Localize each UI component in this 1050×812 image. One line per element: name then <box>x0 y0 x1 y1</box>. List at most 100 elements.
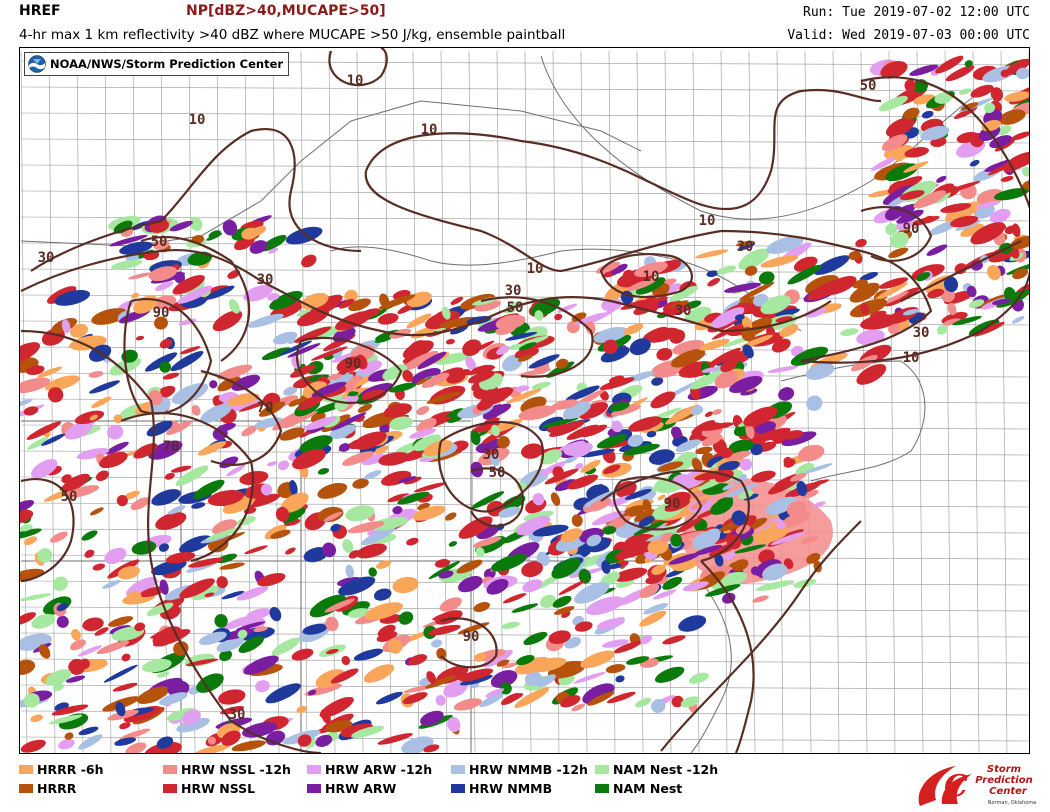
reflectivity-cell <box>445 338 455 345</box>
reflectivity-cell <box>550 492 561 506</box>
reflectivity-cell <box>902 308 920 316</box>
reflectivity-cell <box>222 494 256 514</box>
reflectivity-cell <box>311 381 347 397</box>
reflectivity-cell <box>301 254 317 268</box>
reflectivity-cell <box>23 536 38 545</box>
reflectivity-cell <box>960 223 984 237</box>
reflectivity-cell <box>403 476 422 485</box>
reflectivity-cell <box>376 631 398 642</box>
reflectivity-cell <box>110 259 143 270</box>
reflectivity-cell <box>771 338 791 353</box>
reflectivity-cell <box>89 380 120 394</box>
reflectivity-cell <box>806 479 830 488</box>
reflectivity-cell <box>285 226 323 245</box>
reflectivity-cell <box>113 220 133 234</box>
reflectivity-cell <box>247 313 284 328</box>
reflectivity-cell <box>227 269 241 279</box>
reflectivity-cell <box>517 354 533 362</box>
reflectivity-cell <box>498 506 521 518</box>
reflectivity-cell <box>296 308 330 327</box>
reflectivity-cell <box>423 744 440 753</box>
reflectivity-cell <box>813 255 850 275</box>
reflectivity-cell <box>275 506 290 522</box>
reflectivity-cell <box>725 483 758 498</box>
reflectivity-cell <box>486 578 509 595</box>
reflectivity-cell <box>121 653 131 662</box>
contour-50 <box>140 236 251 362</box>
reflectivity-cell <box>299 435 333 453</box>
county-line <box>20 190 1029 196</box>
reflectivity-cell <box>518 342 537 351</box>
legend-item-hrw-arw-12h: HRW ARW -12h <box>307 762 451 777</box>
reflectivity-paintball <box>20 55 1029 753</box>
reflectivity-cell <box>458 668 494 682</box>
reflectivity-cell <box>551 557 581 579</box>
contour-label-50: 50 <box>61 489 78 505</box>
reflectivity-cell <box>548 630 571 645</box>
reflectivity-cell <box>669 329 686 344</box>
reflectivity-cell <box>783 558 794 570</box>
reflectivity-cell <box>499 682 512 695</box>
reflectivity-cell <box>1022 166 1029 177</box>
reflectivity-cell <box>532 524 569 537</box>
reflectivity-cell <box>755 580 795 591</box>
contour-10 <box>660 520 862 752</box>
reflectivity-cell <box>745 423 755 439</box>
reflectivity-cell <box>89 414 98 421</box>
reflectivity-cell <box>345 564 355 578</box>
county-line <box>860 50 868 753</box>
reflectivity-cell <box>148 266 178 282</box>
reflectivity-cell <box>652 589 677 600</box>
reflectivity-cell <box>283 518 301 526</box>
reflectivity-cell <box>185 658 219 667</box>
reflectivity-cell <box>750 443 763 456</box>
reflectivity-cell <box>205 526 243 541</box>
map-panel: 10 10 10 10 10 10 10 30 30 30 30 30 30 30 30 50 50 50 50 50… <box>19 47 1030 754</box>
legend-label: HRW NSSL -12h <box>181 762 291 777</box>
reflectivity-cell <box>56 602 68 612</box>
reflectivity-cell <box>623 443 660 456</box>
contour-10 <box>599 253 693 299</box>
reflectivity-cell <box>970 222 1006 245</box>
reflectivity-cell <box>682 581 709 592</box>
contour-50 <box>20 478 75 583</box>
valid-time: Valid: Wed 2019-07-03 00:00 UTC <box>787 28 1030 43</box>
reflectivity-cell <box>128 272 152 280</box>
reflectivity-cell <box>752 595 769 603</box>
contour-label-30: 30 <box>257 272 274 288</box>
reflectivity-cell <box>720 358 738 373</box>
reflectivity-cell <box>731 510 747 526</box>
contour-50 <box>470 467 524 527</box>
reflectivity-cell <box>155 512 187 530</box>
reflectivity-cell <box>219 649 233 662</box>
reflectivity-cell <box>290 364 316 378</box>
reflectivity-cell <box>920 125 950 141</box>
spc-logo-line4: Norman, Oklahoma <box>988 800 1037 806</box>
legend-swatch <box>163 765 177 774</box>
reflectivity-cell <box>222 615 256 630</box>
reflectivity-cell <box>47 387 64 403</box>
reflectivity-cell <box>270 529 291 539</box>
reflectivity-cell <box>91 396 112 409</box>
reflectivity-cell <box>896 209 924 224</box>
reflectivity-cell <box>471 491 505 509</box>
reflectivity-cell <box>874 282 908 301</box>
reflectivity-cell <box>402 369 414 383</box>
reflectivity-cell <box>45 669 72 686</box>
reflectivity-cell <box>803 490 819 499</box>
reflectivity-cell <box>626 278 657 292</box>
reflectivity-cell <box>574 582 610 604</box>
reflectivity-cell <box>551 399 578 410</box>
reflectivity-cell <box>966 285 977 298</box>
reflectivity-cell <box>347 521 385 534</box>
county-line <box>20 632 1029 638</box>
reflectivity-cell <box>762 563 788 581</box>
reflectivity-cell <box>80 658 90 669</box>
reflectivity-cell <box>198 631 227 646</box>
reflectivity-cell <box>903 161 929 173</box>
reflectivity-cell <box>582 683 615 705</box>
reflectivity-cell <box>879 277 909 289</box>
reflectivity-cell <box>734 314 745 321</box>
reflectivity-cell <box>20 528 42 540</box>
reflectivity-cell <box>927 288 945 299</box>
